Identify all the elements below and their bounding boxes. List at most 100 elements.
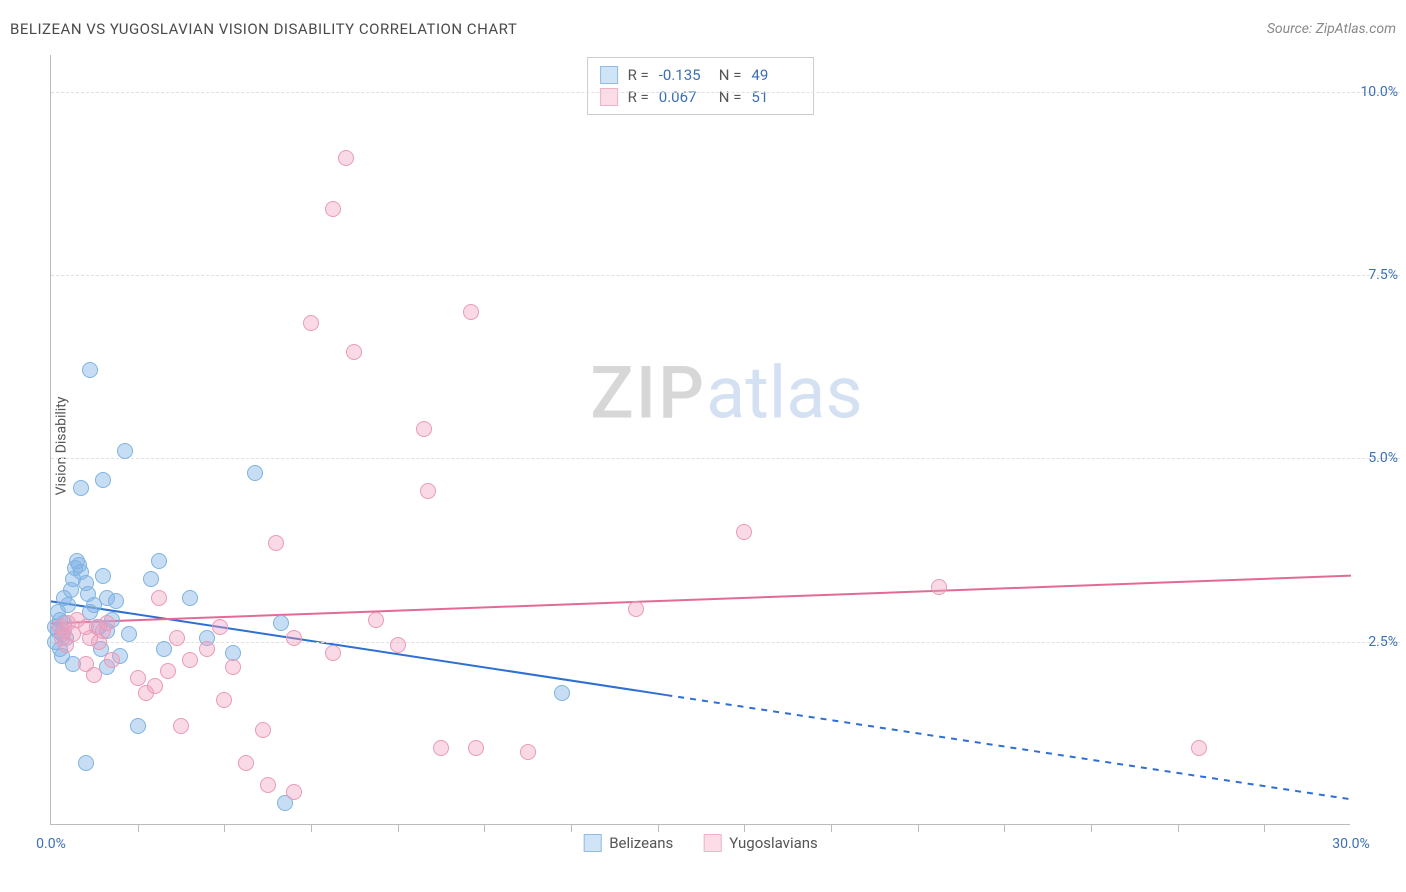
x-tick bbox=[1264, 824, 1265, 832]
regression-lines bbox=[51, 55, 1350, 824]
x-tick bbox=[484, 824, 485, 832]
gridline bbox=[51, 458, 1400, 459]
data-point bbox=[151, 553, 167, 569]
data-point bbox=[95, 568, 111, 584]
data-point bbox=[931, 579, 947, 595]
data-point bbox=[273, 615, 289, 631]
x-tick bbox=[658, 824, 659, 832]
data-point bbox=[82, 362, 98, 378]
regression-line-extrapolated bbox=[666, 695, 1351, 799]
data-point bbox=[151, 590, 167, 606]
source-attribution: Source: ZipAtlas.com bbox=[1267, 21, 1396, 37]
data-point bbox=[173, 718, 189, 734]
data-point bbox=[520, 744, 536, 760]
x-tick bbox=[398, 824, 399, 832]
y-tick-label: 2.5% bbox=[1368, 634, 1398, 650]
data-point bbox=[247, 465, 263, 481]
data-point bbox=[147, 678, 163, 694]
watermark: ZIPatlas bbox=[590, 351, 862, 436]
chart-title: BELIZEAN VS YUGOSLAVIAN VISION DISABILIT… bbox=[10, 20, 517, 38]
data-point bbox=[143, 571, 159, 587]
data-point bbox=[225, 645, 241, 661]
legend-row-belizeans: R = -0.135 N = 49 bbox=[600, 64, 802, 86]
x-tick bbox=[311, 824, 312, 832]
x-tick bbox=[224, 824, 225, 832]
data-point bbox=[121, 626, 137, 642]
data-point bbox=[73, 480, 89, 496]
data-point bbox=[212, 619, 228, 635]
data-point bbox=[260, 777, 276, 793]
gridline bbox=[51, 275, 1400, 276]
data-point bbox=[325, 645, 341, 661]
y-tick-label: 5.0% bbox=[1368, 450, 1398, 466]
x-tick bbox=[744, 824, 745, 832]
x-tick bbox=[138, 824, 139, 832]
data-point bbox=[420, 483, 436, 499]
legend-label: Belizeans bbox=[609, 834, 673, 852]
data-point bbox=[286, 784, 302, 800]
legend-swatch-icon bbox=[583, 834, 601, 852]
legend-label: Yugoslavians bbox=[729, 834, 818, 852]
data-point bbox=[117, 443, 133, 459]
x-tick bbox=[1091, 824, 1092, 832]
data-point bbox=[225, 659, 241, 675]
data-point bbox=[628, 601, 644, 617]
x-tick-label: 30.0% bbox=[1332, 836, 1370, 852]
data-point bbox=[104, 652, 120, 668]
data-point bbox=[182, 652, 198, 668]
r-value-belizeans: -0.135 bbox=[659, 66, 709, 84]
legend-item-yugoslavians: Yugoslavians bbox=[703, 834, 818, 852]
data-point bbox=[468, 740, 484, 756]
data-point bbox=[216, 692, 232, 708]
x-tick bbox=[831, 824, 832, 832]
data-point bbox=[182, 590, 198, 606]
data-point bbox=[554, 685, 570, 701]
data-point bbox=[130, 718, 146, 734]
legend-item-belizeans: Belizeans bbox=[583, 834, 673, 852]
data-point bbox=[303, 315, 319, 331]
watermark-zip: ZIP bbox=[590, 351, 706, 436]
legend-swatch-icon bbox=[703, 834, 721, 852]
data-point bbox=[56, 590, 72, 606]
data-point bbox=[268, 535, 284, 551]
x-tick-label: 0.0% bbox=[36, 836, 66, 852]
data-point bbox=[86, 667, 102, 683]
scatter-plot: ZIPatlas R = -0.135 N = 49 R = 0.067 N =… bbox=[50, 55, 1350, 825]
n-label: N = bbox=[719, 66, 742, 84]
data-point bbox=[199, 641, 215, 657]
x-tick bbox=[1004, 824, 1005, 832]
data-point bbox=[238, 755, 254, 771]
gridline bbox=[51, 642, 1400, 643]
data-point bbox=[286, 630, 302, 646]
data-point bbox=[368, 612, 384, 628]
data-point bbox=[736, 524, 752, 540]
n-value-belizeans: 49 bbox=[751, 66, 801, 84]
data-point bbox=[433, 740, 449, 756]
data-point bbox=[390, 637, 406, 653]
watermark-atlas: atlas bbox=[706, 351, 863, 436]
data-point bbox=[338, 150, 354, 166]
y-tick-label: 7.5% bbox=[1368, 267, 1398, 283]
x-tick bbox=[918, 824, 919, 832]
legend-swatch-belizeans bbox=[600, 66, 618, 84]
data-point bbox=[95, 472, 111, 488]
regression-line bbox=[51, 576, 1351, 624]
data-point bbox=[416, 421, 432, 437]
data-point bbox=[99, 615, 115, 631]
data-point bbox=[463, 304, 479, 320]
data-point bbox=[156, 641, 172, 657]
data-point bbox=[1191, 740, 1207, 756]
gridline bbox=[51, 92, 1400, 93]
data-point bbox=[169, 630, 185, 646]
data-point bbox=[160, 663, 176, 679]
legend-row-yugoslavians: R = 0.067 N = 51 bbox=[600, 86, 802, 108]
data-point bbox=[325, 201, 341, 217]
series-legend: Belizeans Yugoslavians bbox=[583, 834, 818, 852]
y-tick-label: 10.0% bbox=[1360, 84, 1398, 100]
data-point bbox=[108, 593, 124, 609]
data-point bbox=[130, 670, 146, 686]
data-point bbox=[58, 637, 74, 653]
x-tick bbox=[1178, 824, 1179, 832]
correlation-legend: R = -0.135 N = 49 R = 0.067 N = 51 bbox=[587, 57, 815, 115]
data-point bbox=[78, 755, 94, 771]
